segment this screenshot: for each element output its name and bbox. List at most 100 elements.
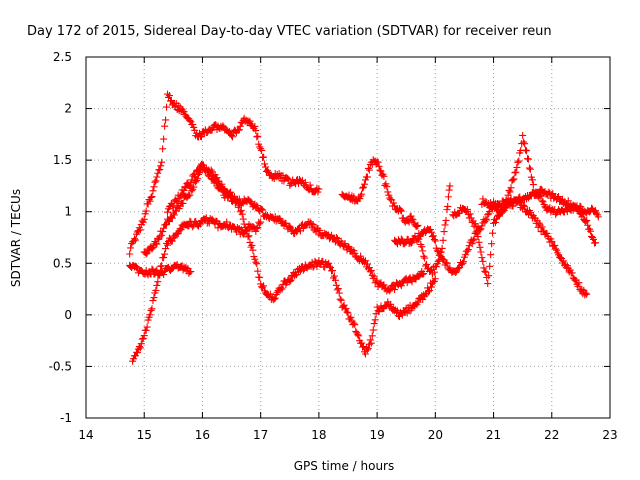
data-point [277,284,285,292]
data-point [452,269,460,277]
data-point [407,212,415,220]
axis-ticks [85,56,611,419]
data-point [286,222,294,230]
data-point [332,233,340,241]
data-point [475,238,483,246]
data-point [364,344,372,352]
data-point [384,188,392,196]
data-point [360,183,368,191]
data-point [520,138,528,146]
data-point [526,165,534,173]
series-track-e [164,160,428,295]
data-point [189,223,197,231]
data-point [347,313,355,321]
data-point [444,193,452,201]
data-point [365,166,373,174]
data-point [482,268,490,276]
data-point [271,294,279,302]
data-point [408,239,416,247]
data-point [408,215,416,223]
x-tick-label: 22 [544,428,559,442]
data-point [387,300,395,308]
data-point [148,305,156,313]
data-point [357,252,365,260]
data-point [510,175,518,183]
data-point [245,232,253,240]
data-point [325,259,333,267]
data-point [551,241,559,249]
data-point [139,218,147,226]
data-point [487,199,495,207]
data-point [126,250,134,258]
data-point [331,276,339,284]
data-point [160,135,168,143]
data-point [391,202,399,210]
data-point [127,244,135,252]
data-point [506,188,514,196]
data-point [442,259,450,267]
tick-labels: 14 15 16 17 18 19 20 21 22 23 -1 -0.5 0 0.5 1 1.5 2 2.5 [49,50,618,442]
data-point [146,197,154,205]
data-point [579,210,587,218]
data-point [164,208,172,216]
data-point [151,178,159,186]
x-tick-label: 19 [369,428,384,442]
data-point [142,266,150,274]
data-point [431,237,439,245]
data-point [440,228,448,236]
data-point [459,259,467,267]
data-point [442,216,450,224]
data-point [371,316,379,324]
data-point [219,122,227,130]
data-point [226,191,234,199]
data-point [470,235,478,243]
data-point [254,132,262,140]
data-point [186,116,194,124]
data-point [152,177,160,185]
data-point [142,326,150,334]
data-point [162,221,170,229]
data-point [476,243,484,251]
data-point [334,285,342,293]
series-track-c [126,261,195,279]
data-point [355,332,363,340]
data-point [431,275,439,283]
data-point [177,226,185,234]
data-point [148,245,156,253]
data-point [351,321,359,329]
data-point [473,227,481,235]
data-point [519,131,527,139]
data-point [474,233,482,241]
data-point [405,218,413,226]
data-point [258,205,266,213]
data-point [592,209,600,217]
data-point [256,273,264,281]
data-point [538,223,546,231]
data-point [260,153,268,161]
data-point [131,235,139,243]
data-point [376,166,384,174]
data-point [407,306,415,314]
data-point [278,285,286,293]
data-point [153,281,161,289]
data-point [170,211,178,219]
data-point [206,169,214,177]
data-point [333,235,341,243]
data-point [235,126,243,134]
data-point [374,158,382,166]
data-point [529,181,537,189]
data-point [309,220,317,228]
data-point [478,254,486,262]
data-point [477,248,485,256]
data-point [157,162,165,170]
data-point [413,222,421,230]
data-point [343,308,351,316]
data-point [515,157,523,165]
data-point [484,280,492,288]
data-point [421,254,429,262]
data-point [439,236,447,244]
data-point [192,173,200,181]
data-point [326,262,334,270]
data-point [229,133,237,141]
